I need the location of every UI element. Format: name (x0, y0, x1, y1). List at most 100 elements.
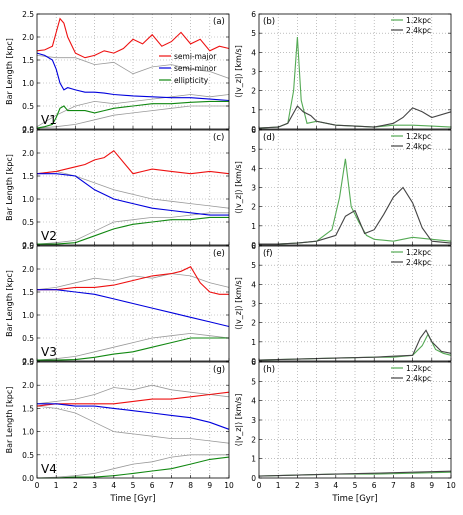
y-tick-label: 4 (251, 48, 256, 57)
y-tick-label: 1.5 (22, 56, 34, 65)
y-tick-label: 4 (251, 164, 256, 173)
y-tick-label: 2 (251, 87, 256, 96)
y-tick-label: 4 (251, 280, 256, 289)
y-tick-label: 1 (251, 106, 256, 115)
x-tick-label: 2 (295, 481, 300, 490)
gray-series-line (36, 94, 230, 128)
y-tick-label: 0.0 (22, 241, 34, 250)
y-tick-label: 1.0 (22, 195, 34, 204)
series-line-2-4kpc (259, 186, 452, 245)
y-tick-label: 1.5 (22, 288, 34, 297)
y-axis-label: Bar Length [kpc] (5, 38, 14, 105)
y-tick-label: 0.0 (22, 357, 34, 366)
y-tick-label: 0 (251, 357, 256, 366)
panel-a: 0.0 0.5 1.0 1.5 2.0 2.5 (a) V1 semi-major semi-mi… (5, 10, 230, 134)
y-tick-label: 0.5 (22, 218, 34, 227)
x-tick-label: 5 (131, 481, 136, 490)
panel-label: (e) (213, 249, 225, 259)
legend-label: 1.2kpc (406, 248, 431, 257)
x-tick-label: 6 (372, 481, 377, 490)
series-line-semi-major (36, 149, 230, 175)
legend-label: semi-major (174, 52, 217, 61)
x-tick-label: 6 (150, 481, 155, 490)
panel-label: (g) (213, 365, 225, 375)
y-tick-label: 0.5 (22, 334, 34, 343)
x-tick-label: 8 (188, 481, 193, 490)
x-tick-label: 7 (391, 481, 396, 490)
y-axis-label: ⟨|v_z|⟩ [km/s] (234, 161, 243, 214)
legend-label: 1.2kpc (406, 364, 431, 373)
series-line-1-2kpc (259, 158, 452, 245)
y-tick-label: 1.0 (22, 428, 34, 437)
y-tick-label: 6 (251, 242, 256, 251)
y-tick-label: 1.0 (22, 311, 34, 320)
y-tick-label: 2 (251, 319, 256, 328)
y-tick-label: 1.0 (22, 79, 34, 88)
x-axis-label: Time [Gyr] (109, 494, 155, 504)
gray-series-line (36, 454, 229, 479)
y-axis-label: Bar Length [kpc] (5, 387, 14, 454)
panel-c: 0.0 0.5 1.0 1.5 2.0 2.5 (c) V2 Bar Length [kpc] (5, 126, 230, 250)
gray-series-line (36, 405, 230, 444)
x-tick-label: 0 (35, 481, 40, 490)
legend-label: 1.2kpc (406, 16, 431, 25)
y-tick-label: 0 (251, 241, 256, 250)
y-tick-label: 0.0 (22, 125, 34, 134)
legend-label: 2.4kpc (406, 258, 431, 267)
panel-label: (h) (263, 365, 275, 375)
panel-e: 0.0 0.5 1.0 1.5 2.0 2.5 (e) V3 Bar Length [kpc] (5, 242, 230, 366)
y-tick-label: 3 (251, 300, 256, 309)
y-tick-label: 1.5 (22, 172, 34, 181)
x-tick-label: 3 (314, 481, 319, 490)
y-axis-label: ⟨|v_z|⟩ [km/s] (234, 277, 243, 330)
legend-label: semi-minor (174, 64, 217, 73)
y-tick-label: 1 (251, 338, 256, 347)
y-tick-label: 0.0 (22, 474, 34, 483)
x-tick-label: 9 (207, 481, 212, 490)
y-tick-label: 1.5 (22, 404, 34, 413)
gray-series-line (36, 55, 230, 79)
series-line-ellipticity (37, 216, 229, 245)
panel-g: 0.0 0.5 1.0 1.5 2.0 2.5 0 1 2 3 4 5 6 7 8 9 10 (g) V4 Bar L… (5, 358, 234, 490)
panel-label: (c) (213, 133, 224, 143)
y-tick-label: 1 (251, 455, 256, 464)
panel-label: (d) (263, 133, 275, 143)
y-tick-label: 0.5 (22, 451, 34, 460)
series-line-2-4kpc (258, 470, 452, 477)
legend-label: 2.4kpc (406, 142, 431, 151)
series-line-ellipticity (37, 456, 230, 479)
y-tick-label: 0 (251, 125, 256, 134)
model-label: V4 (41, 462, 57, 476)
x-tick-label: 4 (111, 481, 116, 490)
series-line-semi-minor (36, 52, 230, 102)
series-line-semi-minor (37, 403, 230, 430)
x-tick-label: 7 (169, 481, 174, 490)
y-tick-label: 2.0 (22, 149, 34, 158)
y-tick-label: 6 (251, 126, 256, 135)
legend-label: ellipticity (174, 76, 209, 85)
model-label: V3 (41, 345, 57, 359)
y-tick-label: 2.0 (22, 33, 34, 42)
panel-label: (a) (213, 17, 225, 27)
panel-label: (b) (263, 17, 275, 27)
x-tick-label: 0 (257, 481, 262, 490)
series-line-semi-major (37, 265, 229, 295)
gray-series-line (36, 332, 230, 361)
gray-series-line (36, 273, 230, 291)
gray-series-line (36, 384, 230, 405)
x-tick-label: 5 (353, 481, 358, 490)
model-label: V2 (41, 229, 57, 243)
gray-series-line (36, 105, 229, 129)
y-tick-label: 5 (251, 261, 256, 270)
y-tick-label: 3 (251, 68, 256, 77)
y-tick-label: 5 (251, 29, 256, 38)
y-axis-label: ⟨|v_z|⟩ [km/s] (234, 394, 243, 447)
y-tick-label: 6 (251, 358, 256, 367)
y-tick-label: 6 (251, 10, 256, 19)
series-line-semi-minor (37, 173, 229, 216)
y-tick-label: 3 (251, 416, 256, 425)
series-line-2-4kpc (258, 105, 452, 129)
legend-label: 1.2kpc (406, 132, 431, 141)
